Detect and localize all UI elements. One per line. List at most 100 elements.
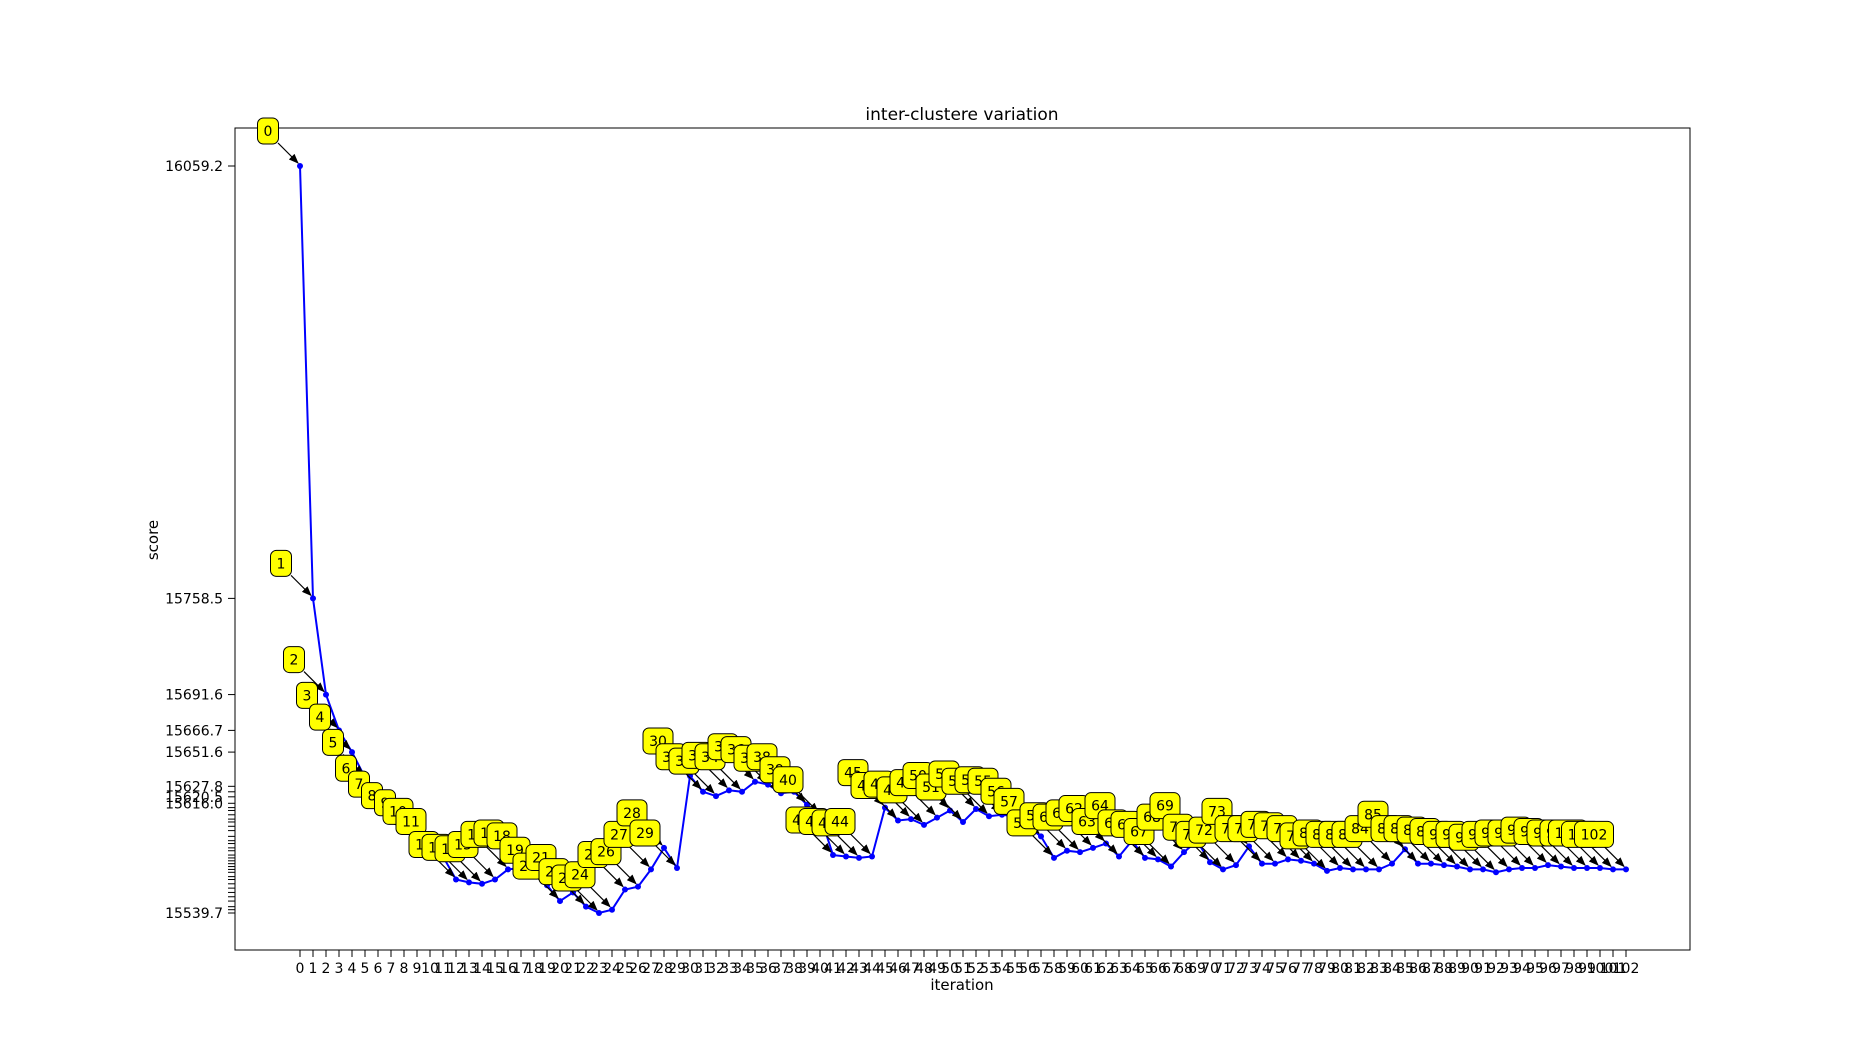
data-point-23 [596, 910, 602, 916]
x-tick-label-79: 79 [1318, 961, 1336, 977]
x-tick-label-15: 15 [486, 961, 504, 977]
annotation-label-72: 72 [1195, 823, 1213, 839]
data-point-16 [505, 866, 511, 873]
data-point-48 [921, 821, 927, 828]
data-point-90 [1467, 866, 1473, 873]
x-tick-label-102: 102 [1613, 961, 1640, 977]
x-tick-label-75: 75 [1266, 961, 1284, 977]
x-tick-label-58: 58 [1045, 961, 1063, 977]
annotation-arrow-92 [1473, 848, 1495, 871]
annotation-box-29 [629, 819, 661, 847]
annotation-arrow-83 [1356, 846, 1378, 868]
annotation-arrow-42 [823, 833, 845, 855]
x-tick-label-67: 67 [1162, 961, 1180, 977]
annotation-arrow-51 [940, 798, 962, 820]
annotation-arrow-23 [576, 889, 598, 911]
x-tick-label-80: 80 [1331, 961, 1349, 977]
x-tick-label-31: 31 [694, 961, 712, 977]
x-tick-label-9: 9 [413, 961, 422, 977]
x-tick-label-44: 44 [863, 961, 881, 977]
annotation-arrow-34 [719, 768, 741, 790]
x-tick-label-77: 77 [1292, 961, 1310, 977]
x-tick-label-99: 99 [1578, 961, 1596, 977]
annotation-arrow-25 [602, 866, 624, 888]
annotation-label-1: 1 [277, 556, 286, 572]
x-tick-label-53: 53 [980, 961, 998, 977]
data-point-97 [1558, 863, 1564, 870]
x-tick-label-43: 43 [850, 961, 868, 977]
data-point-26 [635, 883, 641, 890]
annotation-arrow-98 [1551, 844, 1573, 866]
x-tick-label-54: 54 [993, 961, 1011, 977]
data-point-42 [843, 853, 849, 860]
x-tick-label-72: 72 [1227, 961, 1245, 977]
data-point-43 [856, 854, 862, 861]
data-point-1 [310, 595, 316, 602]
data-point-86 [1415, 860, 1421, 867]
data-point-52 [973, 806, 979, 813]
annotation-box-4 [309, 703, 331, 731]
x-tick-label-6: 6 [374, 961, 383, 977]
x-tick-label-0: 0 [296, 961, 305, 977]
annotation-label-3: 3 [303, 688, 312, 704]
x-tick-label-97: 97 [1552, 961, 1570, 977]
annotation-5: 5 [322, 728, 364, 776]
x-tick-label-45: 45 [876, 961, 894, 977]
annotation-26: 26 [590, 838, 637, 885]
data-point-35 [752, 778, 758, 785]
annotation-label-4: 4 [316, 710, 325, 726]
x-tick-label-16: 16 [499, 961, 517, 977]
annotation-arrow-1 [290, 574, 312, 597]
annotation-arrow-13 [446, 858, 468, 881]
x-tick-label-98: 98 [1565, 961, 1583, 977]
data-point-41 [830, 852, 836, 859]
data-point-31 [700, 788, 706, 795]
x-tick-label-49: 49 [928, 961, 946, 977]
data-point-100 [1597, 864, 1603, 871]
data-point-57 [1038, 833, 1044, 840]
y-tick-label-6: 15620.5 [165, 790, 223, 806]
x-tick-label-78: 78 [1305, 961, 1323, 977]
data-point-78 [1311, 860, 1317, 867]
x-tick-label-37: 37 [772, 961, 790, 977]
x-tick-label-73: 73 [1240, 961, 1258, 977]
data-point-24 [609, 906, 615, 913]
annotation-arrow-60 [1057, 828, 1079, 850]
x-tick-label-13: 13 [460, 961, 478, 977]
data-point-14 [479, 880, 485, 887]
data-point-61 [1090, 844, 1096, 851]
data-point-49 [934, 814, 940, 821]
data-point-91 [1480, 866, 1486, 873]
data-point-13 [466, 879, 472, 886]
annotation-label-5: 5 [329, 735, 338, 751]
x-tick-label-47: 47 [902, 961, 920, 977]
data-point-47 [908, 816, 914, 823]
data-point-66 [1155, 856, 1161, 863]
data-point-67 [1168, 863, 1174, 870]
x-tick-label-66: 66 [1149, 961, 1167, 977]
data-point-80 [1337, 864, 1343, 871]
annotation-arrow-59 [1044, 827, 1066, 849]
x-tick-label-69: 69 [1188, 961, 1206, 977]
x-tick-label-22: 22 [577, 961, 595, 977]
y-tick-label-2: 15691.6 [165, 688, 223, 704]
data-point-62 [1103, 840, 1109, 847]
annotation-arrow-29 [654, 844, 676, 866]
x-tick-label-5: 5 [361, 961, 370, 977]
data-point-101 [1610, 866, 1616, 873]
y-axis-label: score [144, 520, 162, 560]
annotation-arrow-101 [1590, 846, 1612, 868]
data-point-79 [1324, 867, 1330, 874]
x-tick-label-27: 27 [642, 961, 660, 977]
x-tick-label-10: 10 [421, 961, 439, 977]
data-point-25 [622, 886, 628, 893]
y-tick-label-1: 15758.5 [165, 591, 223, 607]
x-axis: 0 1 2 3 4 5 6 7 8 9 101112131415161718192021222324… [296, 950, 1640, 977]
x-tick-label-51: 51 [954, 961, 972, 977]
data-point-89 [1454, 863, 1460, 870]
annotation-label-102: 102 [1581, 827, 1608, 843]
x-tick-label-63: 63 [1110, 961, 1128, 977]
data-point-46 [895, 817, 901, 824]
annotation-arrow-82 [1343, 846, 1365, 868]
